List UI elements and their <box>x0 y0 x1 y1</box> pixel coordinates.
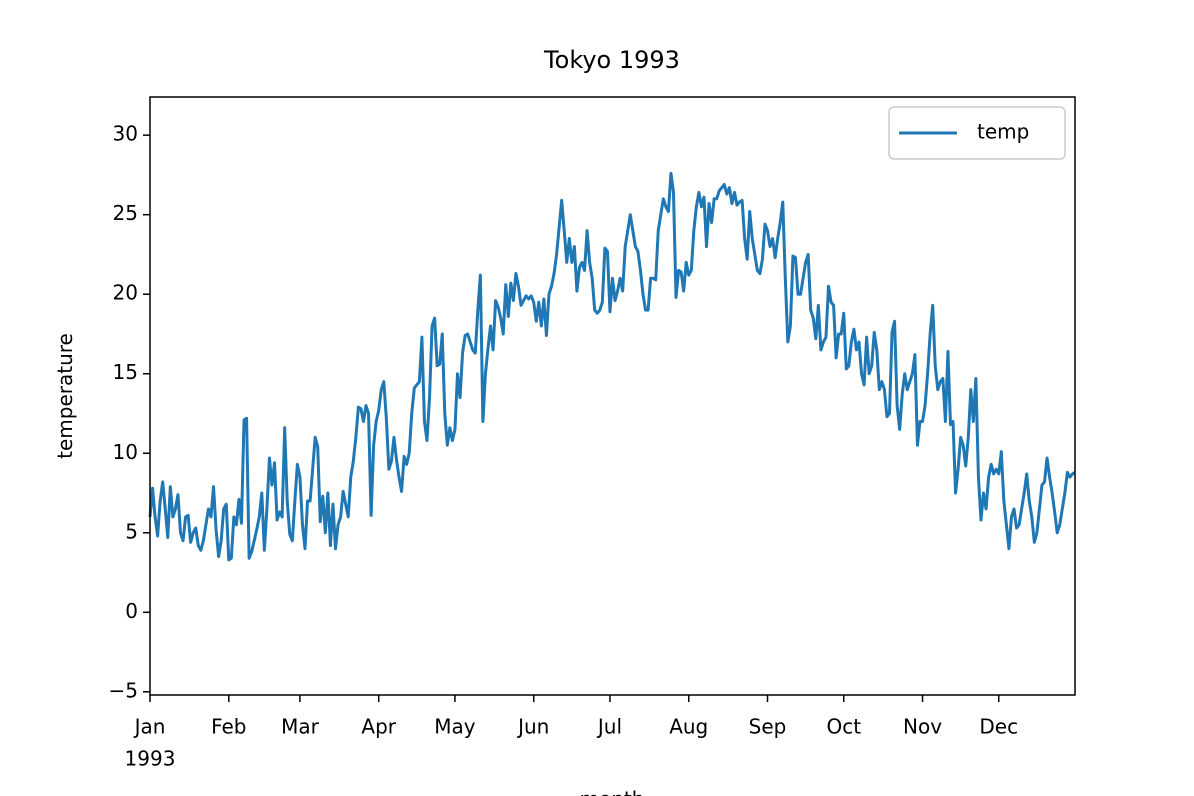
x-tick-label: Oct <box>826 715 861 739</box>
y-tick-label: 25 <box>113 201 138 225</box>
x-axis-label: month <box>580 787 645 796</box>
x-tick-label: Mar <box>281 715 320 739</box>
y-tick-label: 0 <box>125 599 138 623</box>
x-tick-label: Sep <box>749 715 787 739</box>
x-tick-label: Dec <box>979 715 1018 739</box>
x-tick-label: Jan <box>133 715 166 739</box>
y-tick-label: 30 <box>113 122 138 146</box>
x-tick-label: Apr <box>361 715 396 739</box>
legend-label: temp <box>977 120 1029 144</box>
y-tick-label: 20 <box>113 281 138 305</box>
y-tick-label: 5 <box>125 519 138 543</box>
y-axis-label: temperature <box>53 333 77 459</box>
x-tick-label: Aug <box>669 715 708 739</box>
y-tick-label: 15 <box>113 360 138 384</box>
x-tick-label: Nov <box>903 715 942 739</box>
x-tick-label: Jun <box>516 715 549 739</box>
plot-frame <box>149 96 1076 696</box>
x-year-label: 1993 <box>125 747 176 771</box>
y-tick-label: 10 <box>113 440 138 464</box>
x-tick-label: Jul <box>596 715 622 739</box>
y-tick-label: −5 <box>109 678 138 702</box>
line-series <box>148 171 1076 562</box>
chart-title: Tokyo 1993 <box>543 46 680 74</box>
x-tick-label: Feb <box>211 715 246 739</box>
legend-box <box>888 106 1066 160</box>
x-tick-label: May <box>434 715 476 739</box>
